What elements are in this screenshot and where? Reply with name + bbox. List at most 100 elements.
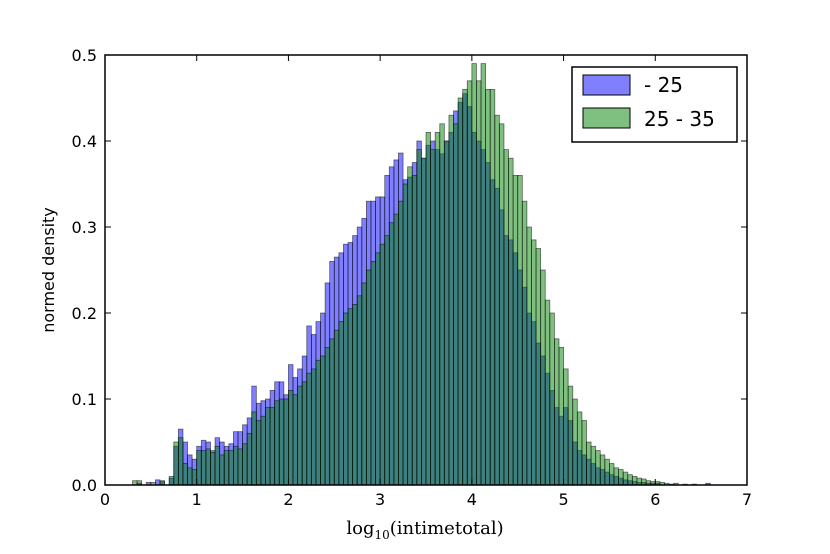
histogram-bar xyxy=(517,174,523,486)
histogram-bar xyxy=(567,385,574,486)
legend-label-25-35: 25 - 35 xyxy=(644,107,715,131)
y-tick-label: 0.0 xyxy=(72,476,97,495)
histogram-bar xyxy=(636,477,642,486)
histogram-bar xyxy=(310,368,317,486)
histogram-bar xyxy=(448,114,454,486)
x-tick-label: 7 xyxy=(742,490,752,509)
histogram-bar xyxy=(466,80,473,486)
histogram-bar xyxy=(297,385,303,486)
histogram-bar xyxy=(242,443,248,486)
histogram-bar xyxy=(393,213,399,486)
histogram-bar xyxy=(283,398,289,486)
legend-swatch-25-35 xyxy=(582,107,631,129)
histogram-bar xyxy=(609,463,615,486)
histogram-bar xyxy=(544,299,551,486)
histogram-bar xyxy=(604,458,610,486)
histogram-bar xyxy=(471,63,477,486)
histogram-bar xyxy=(347,308,354,486)
histogram-bar xyxy=(177,437,184,486)
y-tick-label: 0.4 xyxy=(72,132,97,151)
x-axis-label-log: log xyxy=(346,518,374,539)
histogram-bar xyxy=(462,89,468,486)
histogram-bar xyxy=(498,123,505,486)
x-tick-label: 5 xyxy=(558,490,568,509)
histogram-bar xyxy=(265,407,271,486)
histogram-bar xyxy=(200,450,207,486)
histogram-bar xyxy=(631,475,638,486)
histogram-bar xyxy=(622,471,629,486)
histogram-bar xyxy=(540,269,546,486)
histogram-bar xyxy=(453,123,459,486)
histogram-bar xyxy=(196,450,202,486)
histogram-bar xyxy=(641,478,647,486)
x-tick-label: 4 xyxy=(467,490,477,509)
histogram-bar xyxy=(581,420,587,486)
histogram-bar xyxy=(269,407,276,486)
histogram-bar xyxy=(398,200,404,486)
histogram-bar xyxy=(416,149,422,486)
tick-labels-layer: 0 1 2 3 4 5 6 7 0.0 0.1 0.2 0.3 0.4 0.5 xyxy=(72,46,753,509)
histogram-bar xyxy=(558,346,564,486)
histogram-bar xyxy=(338,321,344,486)
histogram-bar xyxy=(182,463,188,486)
histogram-bar xyxy=(352,303,358,486)
histogram-bar xyxy=(379,243,386,486)
histogram-bar xyxy=(292,394,299,486)
histogram-bar xyxy=(572,398,578,486)
histogram-bar xyxy=(480,63,487,486)
histogram-bar xyxy=(232,445,239,486)
histogram-bar xyxy=(576,411,583,486)
histogram-bar xyxy=(356,295,363,486)
x-tick-label: 2 xyxy=(283,490,293,509)
x-axis-label-subscript: 10 xyxy=(374,528,389,542)
histogram-bar xyxy=(531,239,537,486)
histogram-bar xyxy=(301,381,308,486)
histogram-bar xyxy=(365,269,372,486)
histogram-bar xyxy=(476,80,482,486)
histogram-bar xyxy=(425,131,431,486)
histogram-bar xyxy=(590,445,597,486)
histogram-bar xyxy=(554,338,560,486)
histogram-bar xyxy=(155,479,161,486)
histogram-bar xyxy=(430,149,436,486)
histogram-bar xyxy=(173,441,179,486)
histogram-bar xyxy=(375,252,381,486)
histogram-bar xyxy=(388,222,395,486)
x-tick-label: 6 xyxy=(650,490,660,509)
histogram-bar xyxy=(508,157,514,486)
histogram-bar xyxy=(370,260,376,486)
histogram-bar xyxy=(210,451,216,486)
histogram-bar xyxy=(187,467,193,486)
x-tick-label: 0 xyxy=(100,490,110,509)
histogram-bar xyxy=(485,89,491,486)
histogram-bar xyxy=(421,157,427,486)
histogram-bar xyxy=(214,445,221,486)
histogram-bar xyxy=(526,226,532,486)
histogram-bar xyxy=(333,329,340,486)
histogram-bar xyxy=(205,448,211,486)
histogram-bar xyxy=(237,448,243,486)
histogram-bar xyxy=(535,248,542,486)
histogram-bar xyxy=(402,183,409,486)
histogram-bar xyxy=(407,166,413,486)
histogram-bar xyxy=(443,140,450,486)
histogram-bar xyxy=(219,454,225,486)
histogram-bar xyxy=(260,415,266,486)
x-axis-label: log10(intimetotal) xyxy=(346,518,503,542)
y-tick-label: 0.3 xyxy=(72,218,97,237)
histogram-bar xyxy=(228,450,234,486)
x-axis-label-argument: (intimetotal) xyxy=(390,518,504,539)
histogram-bar xyxy=(618,469,624,486)
histogram-bar xyxy=(627,474,633,486)
x-tick-label: 3 xyxy=(375,490,385,509)
histogram-bar xyxy=(586,441,592,486)
histogram-bar xyxy=(361,282,367,486)
legend-swatch-under-25 xyxy=(582,74,631,96)
histogram-bar xyxy=(549,312,555,486)
histogram-bar xyxy=(457,97,464,486)
histogram-bar xyxy=(255,420,262,486)
histogram-bar xyxy=(288,389,294,486)
y-tick-label: 0.5 xyxy=(72,46,97,65)
plot-frame xyxy=(104,54,748,486)
histogram-bar xyxy=(324,346,331,486)
